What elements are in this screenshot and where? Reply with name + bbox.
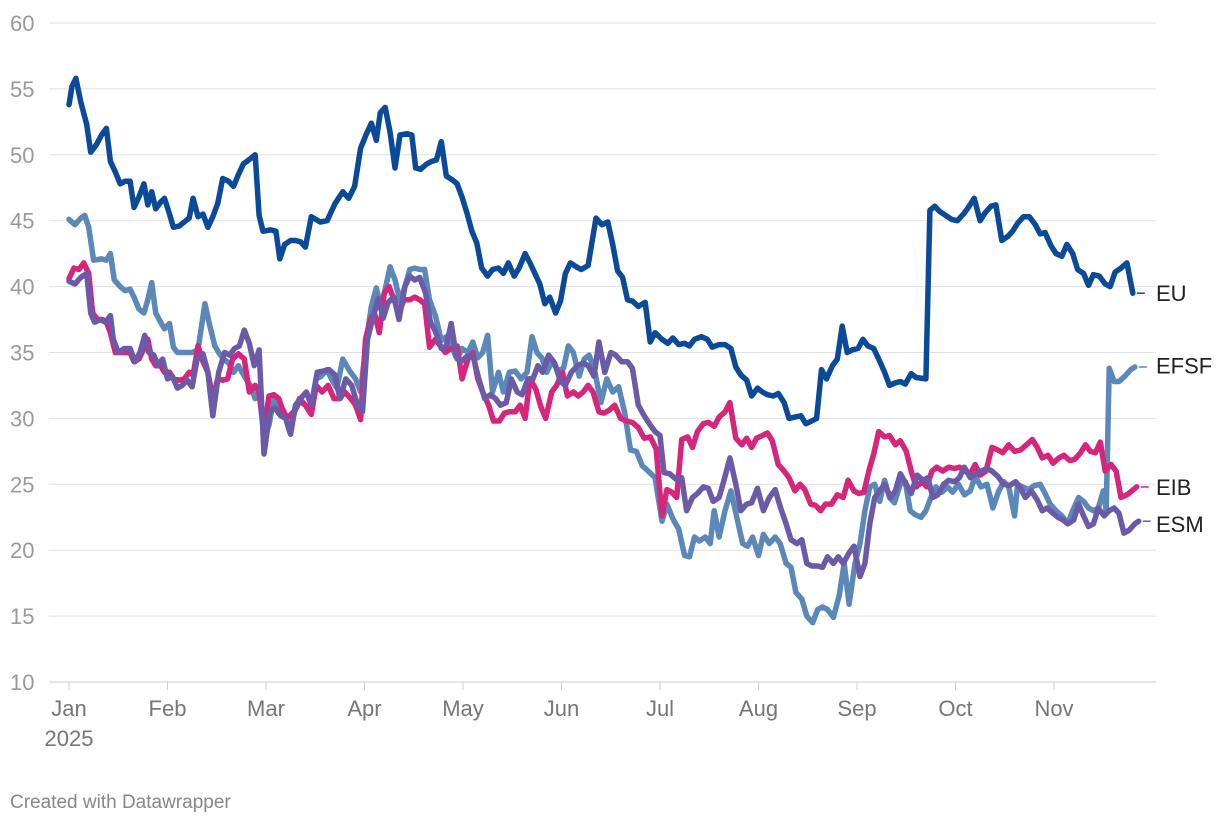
series-label-eib: EIB xyxy=(1156,475,1191,500)
x-tick-label-may: May xyxy=(442,696,484,721)
x-tick-sublabel-year: 2025 xyxy=(45,726,94,751)
y-tick-label-50: 50 xyxy=(10,143,34,168)
x-axis-ticks: Jan 2025 Feb Mar Apr May Jun Jul Aug Sep Oct Nov xyxy=(45,682,1074,751)
x-tick-label-aug: Aug xyxy=(739,696,778,721)
series-lines xyxy=(66,75,1142,626)
series-label-esm: ESM xyxy=(1156,512,1204,537)
y-tick-label-25: 25 xyxy=(10,472,34,497)
series-line-eib xyxy=(66,260,1140,519)
series-line-efsf xyxy=(66,212,1138,626)
y-tick-label-10: 10 xyxy=(10,670,34,695)
x-tick-label-feb: Feb xyxy=(149,696,187,721)
y-axis-ticks: 10 15 20 25 30 35 40 45 50 55 60 xyxy=(10,11,34,695)
x-tick-label-nov: Nov xyxy=(1034,696,1073,721)
y-tick-label-30: 30 xyxy=(10,406,34,431)
series-end-labels: EU EFSF EIB ESM xyxy=(1136,281,1212,537)
series-line-eu xyxy=(66,75,1136,427)
series-label-eu: EU xyxy=(1156,281,1187,306)
y-tick-label-40: 40 xyxy=(10,275,34,300)
x-tick-label-mar: Mar xyxy=(247,696,285,721)
y-tick-label-35: 35 xyxy=(10,341,34,366)
y-tick-label-60: 60 xyxy=(10,11,34,36)
y-tick-label-45: 45 xyxy=(10,209,34,234)
x-tick-label-oct: Oct xyxy=(938,696,972,721)
x-tick-label-jul: Jul xyxy=(646,696,674,721)
x-tick-label-sep: Sep xyxy=(837,696,876,721)
x-tick-label-jan: Jan xyxy=(51,696,86,721)
datawrapper-credit: Created with Datawrapper xyxy=(10,792,231,813)
series-line-esm xyxy=(66,270,1142,580)
x-tick-label-jun: Jun xyxy=(544,696,579,721)
x-tick-label-apr: Apr xyxy=(347,696,381,721)
y-tick-label-20: 20 xyxy=(10,538,34,563)
y-tick-label-15: 15 xyxy=(10,604,34,629)
series-label-efsf: EFSF xyxy=(1156,354,1212,379)
y-tick-label-55: 55 xyxy=(10,77,34,102)
